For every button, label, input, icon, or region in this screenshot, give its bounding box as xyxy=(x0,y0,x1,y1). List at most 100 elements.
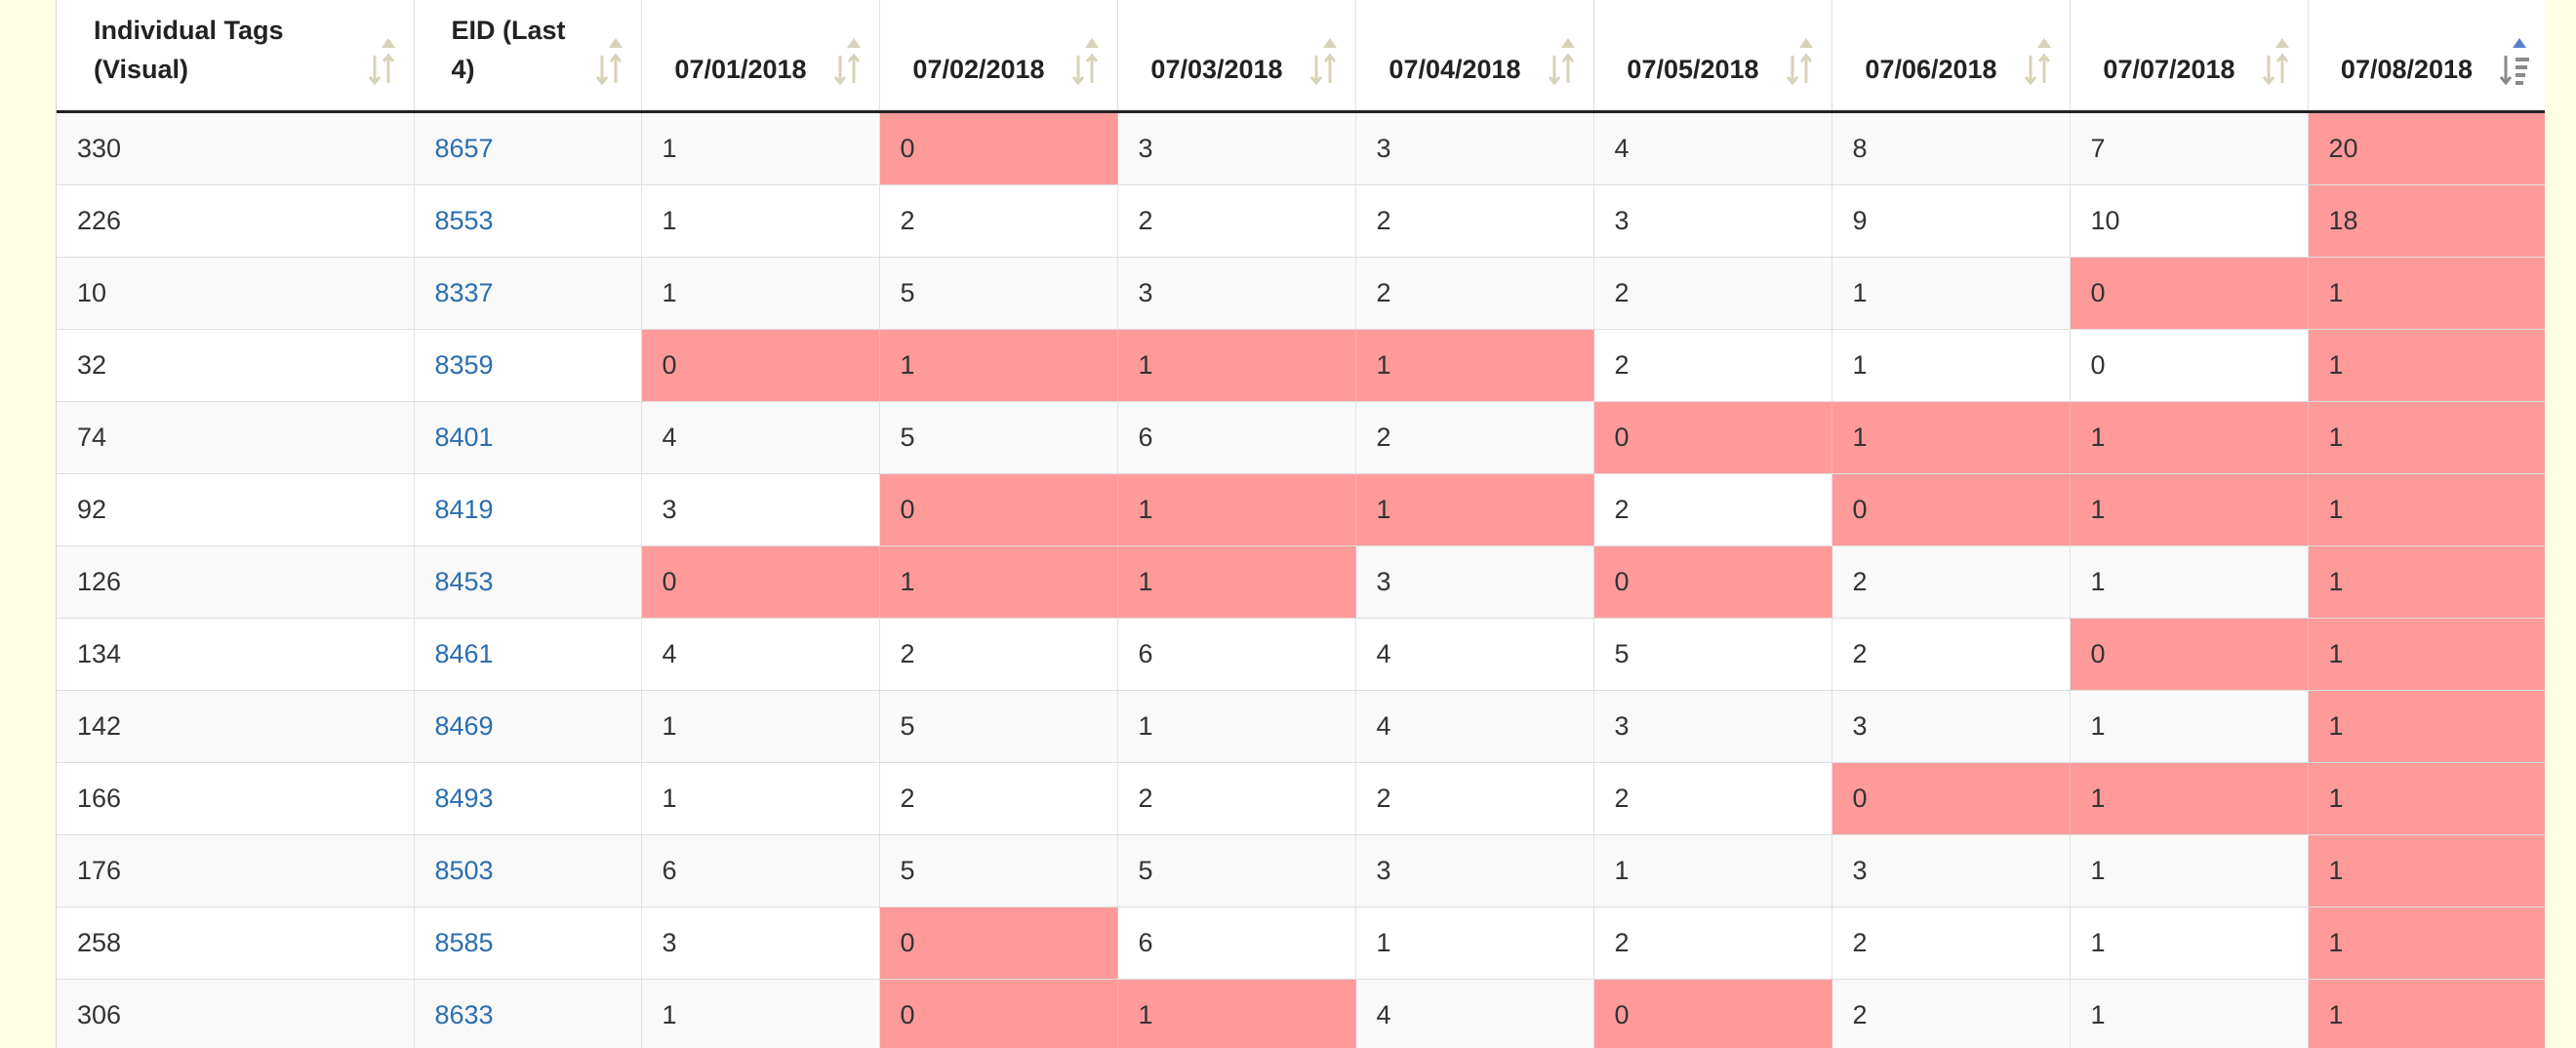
count-cell: 2 xyxy=(1831,618,2071,691)
tag-cell: 32 xyxy=(57,329,415,402)
count-cell: 2 xyxy=(1355,184,1594,258)
eid-link[interactable]: 8553 xyxy=(434,206,494,235)
count-cell: 1 xyxy=(2070,979,2309,1048)
count-cell: 4 xyxy=(1355,690,1594,763)
count-cell: 1 xyxy=(2308,473,2545,546)
count-cell: 0 xyxy=(1593,545,1832,619)
eid-link[interactable]: 8633 xyxy=(434,1000,494,1029)
eid-cell: 8585 xyxy=(414,907,642,980)
count-cell: 4 xyxy=(1355,618,1594,691)
count-cell: 1 xyxy=(2308,979,2545,1048)
table-row: 32 8359 0 1 1 1 2 1 0 1 xyxy=(57,329,2545,402)
column-header-date[interactable]: 07/01/2018 xyxy=(641,0,880,113)
count-cell: 2 xyxy=(1593,762,1832,835)
eid-link[interactable]: 8461 xyxy=(434,639,494,668)
eid-link[interactable]: 8493 xyxy=(434,784,494,813)
table-row: 126 8453 0 1 1 3 0 2 1 1 xyxy=(57,545,2545,619)
column-header-date[interactable]: 07/04/2018 xyxy=(1355,0,1594,113)
count-cell: 0 xyxy=(879,979,1118,1048)
count-cell: 10 xyxy=(2070,184,2309,258)
eid-link[interactable]: 8337 xyxy=(434,278,494,307)
count-cell: 3 xyxy=(1593,184,1832,258)
sort-icon[interactable] xyxy=(1547,36,1580,89)
eid-link[interactable]: 8453 xyxy=(434,567,494,596)
tag-counts-table: Individual Tags (Visual) EID (Last 4) 07/0… xyxy=(57,0,2545,1048)
count-cell: 1 xyxy=(2070,834,2309,907)
table-row: 330 8657 1 0 3 3 4 8 7 20 xyxy=(57,111,2545,185)
column-header-date[interactable]: 07/07/2018 xyxy=(2070,0,2309,113)
sort-icon[interactable] xyxy=(1308,36,1342,89)
column-header-individual-tags[interactable]: Individual Tags (Visual) xyxy=(57,0,415,113)
count-cell: 1 xyxy=(2308,618,2545,691)
count-cell: 3 xyxy=(1355,834,1594,907)
column-header-label: 07/02/2018 xyxy=(912,55,1045,84)
sort-icon[interactable] xyxy=(1785,36,1818,89)
count-cell: 3 xyxy=(1831,690,2071,763)
tag-cell: 330 xyxy=(57,111,415,185)
column-header-date[interactable]: 07/05/2018 xyxy=(1593,0,1832,113)
count-cell: 3 xyxy=(1355,545,1594,619)
sort-descending-icon[interactable] xyxy=(2498,36,2531,89)
count-cell: 3 xyxy=(1593,690,1832,763)
column-header-eid[interactable]: EID (Last 4) xyxy=(414,0,642,113)
count-cell: 18 xyxy=(2308,184,2545,258)
count-cell: 1 xyxy=(1593,834,1832,907)
sort-icon[interactable] xyxy=(2261,36,2294,89)
tag-cell: 134 xyxy=(57,618,415,691)
table-body: 330 8657 1 0 3 3 4 8 7 20 226 8553 1 2 2 2 3 9 10 18 10 8337 1… xyxy=(57,111,2545,1048)
count-cell: 1 xyxy=(641,184,880,258)
count-cell: 4 xyxy=(641,618,880,691)
table-row: 166 8493 1 2 2 2 2 0 1 1 xyxy=(57,762,2545,835)
count-cell: 3 xyxy=(1117,257,1356,330)
eid-cell: 8453 xyxy=(414,545,642,619)
table-row: 176 8503 6 5 5 3 1 3 1 1 xyxy=(57,834,2545,907)
table-row: 258 8585 3 0 6 1 2 2 1 1 xyxy=(57,907,2545,980)
eid-link[interactable]: 8401 xyxy=(434,423,494,452)
count-cell: 1 xyxy=(1355,329,1594,402)
sort-icon[interactable] xyxy=(832,36,865,89)
eid-cell: 8337 xyxy=(414,257,642,330)
count-cell: 0 xyxy=(1831,473,2071,546)
column-header-date[interactable]: 07/08/2018 xyxy=(2308,0,2545,113)
count-cell: 8 xyxy=(1831,111,2071,185)
header-row: Individual Tags (Visual) EID (Last 4) 07/0… xyxy=(57,0,2545,113)
count-cell: 1 xyxy=(2308,690,2545,763)
eid-link[interactable]: 8585 xyxy=(434,928,494,957)
tag-cell: 10 xyxy=(57,257,415,330)
count-cell: 1 xyxy=(2070,762,2309,835)
count-cell: 1 xyxy=(2308,329,2545,402)
count-cell: 3 xyxy=(641,473,880,546)
sort-icon[interactable] xyxy=(594,36,627,89)
sort-icon[interactable] xyxy=(1070,36,1104,89)
count-cell: 2 xyxy=(1355,257,1594,330)
count-cell: 0 xyxy=(2070,257,2309,330)
count-cell: 5 xyxy=(879,690,1118,763)
tag-cell: 226 xyxy=(57,184,415,258)
count-cell: 0 xyxy=(879,473,1118,546)
eid-link[interactable]: 8359 xyxy=(434,350,494,380)
sort-icon[interactable] xyxy=(367,36,400,89)
column-header-date[interactable]: 07/02/2018 xyxy=(879,0,1118,113)
count-cell: 4 xyxy=(1355,979,1594,1048)
eid-cell: 8503 xyxy=(414,834,642,907)
sort-icon[interactable] xyxy=(2023,36,2056,89)
count-cell: 2 xyxy=(1593,473,1832,546)
count-cell: 1 xyxy=(2308,762,2545,835)
count-cell: 1 xyxy=(2070,473,2309,546)
count-cell: 1 xyxy=(1355,907,1594,980)
eid-link[interactable]: 8469 xyxy=(434,711,494,741)
table-row: 226 8553 1 2 2 2 3 9 10 18 xyxy=(57,184,2545,258)
count-cell: 1 xyxy=(1831,401,2071,474)
eid-link[interactable]: 8657 xyxy=(434,134,494,163)
eid-link[interactable]: 8503 xyxy=(434,856,494,885)
count-cell: 2 xyxy=(1355,762,1594,835)
eid-link[interactable]: 8419 xyxy=(434,495,494,524)
count-cell: 5 xyxy=(1593,618,1832,691)
count-cell: 1 xyxy=(2308,545,2545,619)
data-table-container: Individual Tags (Visual) EID (Last 4) 07/0… xyxy=(56,0,2545,1048)
column-header-date[interactable]: 07/03/2018 xyxy=(1117,0,1356,113)
count-cell: 0 xyxy=(641,329,880,402)
count-cell: 1 xyxy=(641,690,880,763)
column-header-date[interactable]: 07/06/2018 xyxy=(1831,0,2071,113)
tag-cell: 142 xyxy=(57,690,415,763)
